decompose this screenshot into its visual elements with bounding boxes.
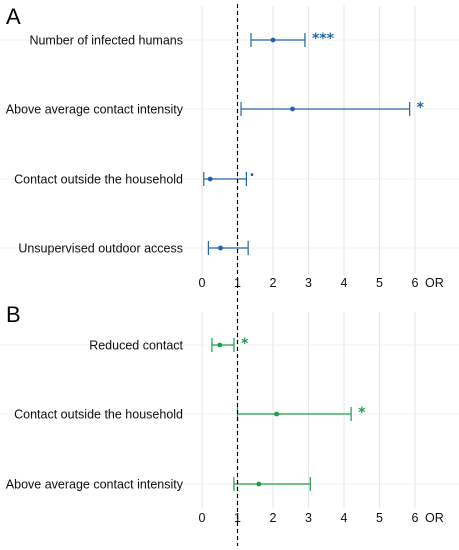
forest-row: Contact outside the household * <box>14 405 366 422</box>
row-label: Above average contact intensity <box>6 103 184 117</box>
x-tick-label: 4 <box>341 276 348 290</box>
or-point <box>290 106 295 112</box>
x-tick-label: 5 <box>376 511 383 525</box>
x-tick-label: 6 <box>412 276 419 290</box>
or-point <box>217 342 223 348</box>
row-label: Unsupervised outdoor access <box>18 242 183 256</box>
x-tick-label: 1 <box>234 276 241 290</box>
x-tick-label: 3 <box>305 511 312 525</box>
row-label: Above average contact intensity <box>6 478 184 492</box>
panel-label: B <box>6 302 21 327</box>
significance-marker: * <box>417 100 425 116</box>
significance-marker: *** <box>312 31 335 47</box>
row-label: Number of infected humans <box>29 34 183 48</box>
forest-row: Contact outside the household. <box>14 164 255 187</box>
row-label: Reduced contact <box>89 339 183 353</box>
x-tick-label: 2 <box>270 511 277 525</box>
forest-row: Unsupervised outdoor access <box>18 241 249 256</box>
significance-marker: * <box>358 405 366 421</box>
row-label: Contact outside the household <box>14 408 183 422</box>
or-point <box>218 245 223 251</box>
x-tick-label: 6 <box>412 511 419 525</box>
forest-row: Above average contact intensity <box>6 477 311 492</box>
x-tick-label: 2 <box>270 276 277 290</box>
or-point <box>274 411 279 417</box>
x-axis-title: OR <box>425 511 444 525</box>
forest-row: Above average contact intensity * <box>6 100 425 117</box>
forest-row: Reduced contact * <box>89 336 249 353</box>
x-axis-title: OR <box>425 276 444 290</box>
significance-marker: * <box>241 336 249 352</box>
significance-marker: . <box>249 164 254 180</box>
row-label: Contact outside the household <box>14 173 183 187</box>
or-point <box>256 481 262 487</box>
forest-row: Number of infected humans *** <box>29 31 334 48</box>
x-tick-label: 3 <box>305 276 312 290</box>
panel-label: A <box>6 4 21 29</box>
x-tick-label: 0 <box>199 276 206 290</box>
or-point <box>270 37 276 43</box>
x-tick-label: 0 <box>199 511 206 525</box>
panel-a: A Number of infected humans *** Above avera… <box>0 4 459 290</box>
x-tick-label: 5 <box>376 276 383 290</box>
or-point <box>207 176 213 182</box>
x-tick-label: 4 <box>341 511 348 525</box>
